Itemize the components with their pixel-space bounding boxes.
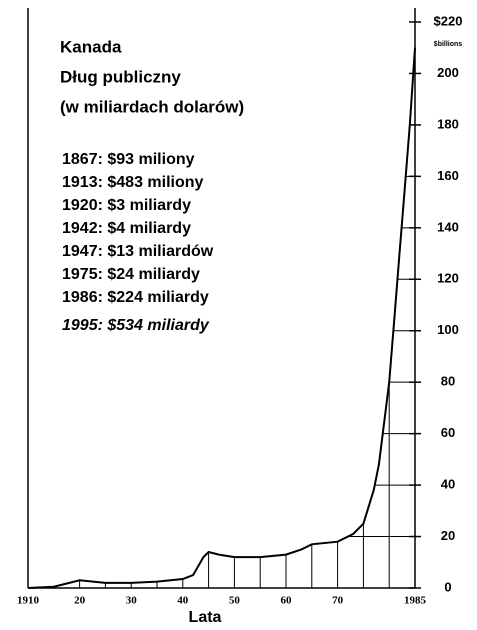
note: 1942: $4 miliardy	[62, 220, 191, 237]
x-tick-label: 1985	[404, 595, 427, 607]
y-tick-label: 20	[441, 528, 455, 543]
note: 1913: $483 miliony	[62, 174, 204, 191]
y-tick-label: 0	[444, 579, 451, 594]
y-tick-label: 80	[441, 374, 455, 389]
y-tick-label: 120	[437, 271, 459, 286]
y-tick-label: 160	[437, 168, 459, 183]
note: 1920: $3 miliardy	[62, 197, 191, 214]
title-line: Kanada	[60, 37, 122, 56]
note: 1986: $224 miliardy	[62, 289, 209, 306]
debt-line	[27, 47, 416, 589]
x-tick-label: 1910	[17, 595, 40, 607]
y-tick-label: 100	[437, 322, 459, 337]
y-tick-label: 60	[441, 425, 455, 440]
title-line: Dług publiczny	[60, 67, 181, 86]
x-tick-label: 50	[229, 595, 241, 607]
y-tick-label: $220	[434, 13, 463, 28]
note: 1947: $13 miliardów	[62, 243, 214, 260]
note: 1975: $24 miliardy	[62, 266, 200, 283]
x-axis-label: Lata	[189, 609, 222, 626]
y-tick-label: 200	[437, 65, 459, 80]
x-tick-label: 60	[281, 595, 293, 607]
x-tick-label: 20	[74, 595, 86, 607]
y-tick-label: 140	[437, 219, 459, 234]
note: 1867: $93 miliony	[62, 151, 195, 168]
x-tick-label: 70	[332, 595, 344, 607]
y-unit: $billions	[434, 41, 463, 48]
x-tick-label: 30	[126, 595, 138, 607]
y-tick-label: 40	[441, 477, 455, 492]
title-line: (w miliardach dolarów)	[60, 97, 244, 116]
note: 1995: $534 miliardy	[62, 317, 210, 334]
y-tick-label: 180	[437, 116, 459, 131]
x-tick-label: 40	[177, 595, 189, 607]
